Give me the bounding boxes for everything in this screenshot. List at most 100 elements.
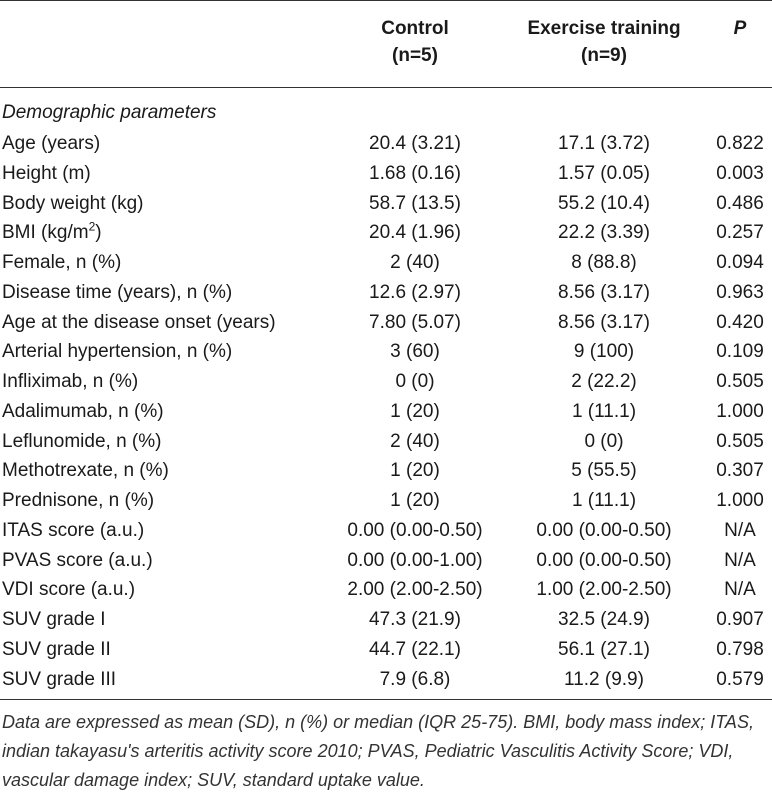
cell-p-value: 0.822 (716, 133, 764, 154)
cell-parameter: Height (m) (2, 162, 91, 184)
cell-parameter: Infliximab, n (%) (2, 371, 139, 392)
cell-p-value: N/A (724, 549, 756, 571)
cell-parameter: PVAS score (a.u.) (2, 549, 153, 571)
cell-control: 47.3 (21.9) (369, 609, 461, 630)
table-row: VDI score (a.u.) 2.00 (2.00-2.50) 1.00 (2.… (0, 575, 772, 605)
table-row: SUV grade II 44.7 (22.1) 56.1 (27.1) 0.798 (0, 635, 772, 665)
cell-control: 1 (20) (390, 460, 440, 482)
cell-control: 1 (20) (390, 490, 440, 511)
table-body: Age (years) 20.4 (3.21) 17.1 (3.72) 0.822 He… (0, 129, 772, 694)
table-row: Methotrexate, n (%) 1 (20) 5 (55.5) 0.307 (0, 456, 772, 486)
table-row: Age (years) 20.4 (3.21) 17.1 (3.72) 0.822 (0, 129, 772, 159)
cell-p-value: 1.000 (716, 400, 764, 422)
table-row: BMI (kg/m2) 20.4 (1.96) 22.2 (3.39) 0.257 (0, 218, 772, 248)
cell-control: 7.80 (5.07) (369, 311, 461, 333)
table-row: Infliximab, n (%) 0 (0) 2 (22.2) 0.505 (0, 367, 772, 397)
header-exercise: Exercise training (n=9) (503, 15, 705, 69)
cell-p-value: 0.257 (716, 222, 764, 244)
cell-exercise: 0.00 (0.00-0.50) (536, 519, 672, 541)
cell-p-value: N/A (724, 519, 756, 541)
cell-p-value: 0.579 (716, 668, 764, 690)
cell-parameter: Age at the disease onset (years) (2, 311, 276, 333)
cell-p-value: 0.307 (716, 460, 764, 482)
header-rule (0, 87, 772, 88)
cell-parameter: Body weight (kg) (2, 192, 144, 214)
table-row: Age at the disease onset (years) 7.80 (5.… (0, 308, 772, 338)
cell-parameter: Prednisone, n (%) (2, 490, 155, 511)
table-row: Adalimumab, n (%) 1 (20) 1 (11.1) 1.000 (0, 397, 772, 427)
header-p: P (733, 18, 747, 39)
cell-parameter: Female, n (%) (2, 252, 122, 273)
cell-control: 0.00 (0.00-0.50) (347, 519, 483, 541)
cell-exercise: 1.57 (0.05) (558, 162, 650, 184)
cell-p-value: 0.420 (716, 311, 764, 333)
cell-exercise: 22.2 (3.39) (558, 222, 650, 244)
cell-exercise: 1.00 (2.00-2.50) (536, 579, 672, 601)
header-control: Control (n=5) (340, 15, 490, 69)
header-control-n: (n=5) (392, 45, 438, 66)
table-row: Arterial hypertension, n (%) 3 (60) 9 (100… (0, 337, 772, 367)
table-row: Height (m) 1.68 (0.16) 1.57 (0.05) 0.003 (0, 159, 772, 189)
cell-control: 1.68 (0.16) (369, 162, 461, 184)
cell-control: 2 (40) (390, 252, 440, 273)
table-row: Female, n (%) 2 (40) 8 (88.8) 0.094 (0, 248, 772, 278)
cell-p-value: 0.505 (716, 371, 764, 392)
cell-exercise: 0.00 (0.00-0.50) (536, 549, 672, 571)
cell-parameter: Age (years) (2, 133, 101, 154)
cell-p-value: 0.094 (716, 252, 764, 273)
cell-p-value: 1.000 (716, 490, 764, 511)
cell-control: 0 (0) (395, 371, 435, 392)
cell-p-value: 0.109 (716, 341, 764, 363)
cell-control: 20.4 (3.21) (369, 133, 461, 154)
cell-control: 1 (20) (390, 400, 440, 422)
cell-p-value: N/A (724, 579, 756, 601)
cell-exercise: 0 (0) (584, 430, 624, 452)
cell-parameter: Arterial hypertension, n (%) (2, 341, 233, 363)
cell-control: 20.4 (1.96) (369, 222, 461, 244)
cell-control: 44.7 (22.1) (369, 638, 461, 660)
cell-control: 12.6 (2.97) (369, 281, 461, 303)
table-row: ITAS score (a.u.) 0.00 (0.00-0.50) 0.00 (0… (0, 516, 772, 546)
cell-control: 7.9 (6.8) (379, 668, 451, 690)
cell-exercise: 8.56 (3.17) (558, 281, 650, 303)
cell-p-value: 0.505 (716, 430, 764, 452)
cell-exercise: 1 (11.1) (571, 400, 637, 422)
cell-parameter: Adalimumab, n (%) (2, 400, 164, 422)
header-exercise-label: Exercise training (527, 18, 681, 39)
cell-parameter: ITAS score (a.u.) (2, 519, 145, 541)
cell-control: 3 (60) (390, 341, 440, 363)
cell-parameter: Leflunomide, n (%) (2, 430, 162, 452)
cell-exercise: 9 (100) (573, 341, 635, 363)
table-row: Prednisone, n (%) 1 (20) 1 (11.1) 1.000 (0, 486, 772, 516)
cell-control: 2.00 (2.00-2.50) (347, 579, 483, 601)
cell-exercise: 56.1 (27.1) (558, 638, 650, 660)
cell-exercise: 1 (11.1) (571, 490, 637, 511)
section-label: Demographic parameters (2, 102, 217, 123)
cell-control: 58.7 (13.5) (369, 192, 461, 214)
table-row: Body weight (kg) 58.7 (13.5) 55.2 (10.4) 0.… (0, 189, 772, 219)
cell-exercise: 2 (22.2) (571, 371, 637, 392)
cell-exercise: 8.56 (3.17) (558, 311, 650, 333)
cell-parameter: SUV grade II (2, 638, 111, 660)
cell-p-value: 0.798 (716, 638, 764, 660)
bottom-rule (0, 699, 772, 700)
cell-parameter: BMI (kg/m2) (2, 219, 102, 244)
cell-exercise: 11.2 (9.9) (564, 668, 644, 690)
header-exercise-n: (n=9) (581, 45, 627, 66)
cell-control: 2 (40) (390, 430, 440, 452)
cell-p-value: 0.907 (716, 609, 764, 630)
cell-p-value: 0.963 (716, 281, 764, 303)
cell-control: 0.00 (0.00-1.00) (347, 549, 483, 571)
cell-p-value: 0.486 (716, 192, 764, 214)
table-row: SUV grade III 7.9 (6.8) 11.2 (9.9) 0.579 (0, 665, 772, 695)
cell-parameter: Disease time (years), n (%) (2, 281, 233, 303)
top-rule (0, 0, 772, 1)
cell-exercise: 8 (88.8) (571, 252, 637, 273)
table-row: Leflunomide, n (%) 2 (40) 0 (0) 0.505 (0, 427, 772, 457)
header-control-label: Control (381, 18, 449, 39)
cell-exercise: 17.1 (3.72) (558, 133, 650, 154)
cell-exercise: 55.2 (10.4) (558, 192, 650, 214)
cell-exercise: 5 (55.5) (571, 460, 637, 482)
table-row: SUV grade I 47.3 (21.9) 32.5 (24.9) 0.907 (0, 605, 772, 635)
